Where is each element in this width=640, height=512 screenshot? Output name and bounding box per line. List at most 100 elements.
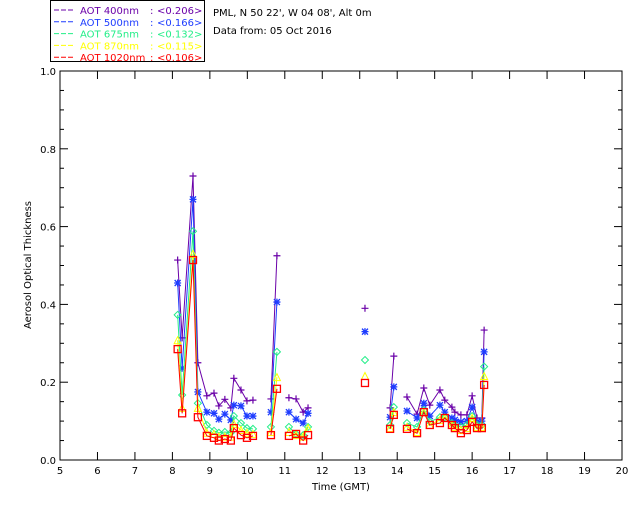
y-axis-label: Aerosol Optical Thickness [23,201,34,329]
legend-label: AOT 870nm [80,41,139,52]
asterisk-marker [267,408,275,416]
x-tick-label: 9 [207,466,213,477]
x-tick-label: 17 [503,466,516,477]
square-marker [412,429,422,438]
plus-marker [237,386,245,394]
plus-marker [203,392,211,400]
plus-marker [221,395,229,403]
diamond-marker [272,347,282,357]
triangle-marker [360,371,370,380]
plus-marker [448,403,456,411]
square-marker [435,418,445,428]
legend-mean: <0.132> [157,30,202,41]
square-marker [209,433,219,442]
square-marker [385,424,395,434]
diamond-marker [173,310,182,320]
triangle-marker [242,428,252,437]
asterisk-marker [390,383,398,391]
plus-marker [468,392,476,400]
legend-label: AOT 1020nm [80,53,145,64]
triangle-marker [385,423,395,433]
site-info: PML, N 50 22', W 04 08', Alt 0m [213,8,372,19]
asterisk-marker [292,415,300,423]
plus-marker [436,386,444,394]
x-tick-label: 19 [578,466,591,477]
plus-marker [243,397,251,405]
plus-marker [403,393,411,401]
asterisk-marker [227,416,235,424]
diamond-marker [242,423,252,433]
asterisk-marker [215,415,223,423]
date-info: Data from: 05 Oct 2016 [213,26,332,37]
plus-marker [292,395,300,403]
square-marker [450,423,460,433]
asterisk-marker [299,419,307,427]
square-marker [242,433,252,442]
square-marker [272,384,282,393]
triangle-marker [236,425,246,435]
square-marker [477,423,487,433]
x-tick-label: 16 [466,466,479,477]
plus-marker [441,396,449,404]
asterisk-marker [230,401,238,409]
legend-mean: <0.206> [157,6,202,17]
triangle-marker [402,422,412,431]
legend-colon: : [150,41,153,52]
triangle-marker [220,432,230,441]
square-marker [462,425,472,435]
plus-marker [285,394,293,402]
asterisk-marker [273,298,281,306]
asterisk-marker [178,364,186,372]
series-aot-400nm [174,172,488,422]
y-tick-label: 0.0 [40,456,56,467]
triangle-marker [173,335,182,345]
triangle-marker [248,429,258,438]
plus-marker [189,172,197,180]
legend-colon: : [150,18,153,29]
legend-mean: <0.166> [157,18,202,29]
legend-label: AOT 500nm [80,18,139,29]
square-marker [425,420,434,430]
legend-mean: <0.106> [157,53,202,64]
square-marker [299,436,308,445]
square-marker [303,430,313,440]
plus-marker [361,304,369,312]
plus-marker [451,408,459,416]
square-marker [467,417,477,427]
legend-box [50,0,205,62]
legend-colon: : [150,6,153,17]
x-tick-label: 13 [353,466,366,477]
asterisk-marker [221,410,229,418]
square-marker [173,344,182,354]
square-marker [188,255,198,265]
square-marker [193,413,203,422]
x-tick-label: 8 [169,466,175,477]
diamond-marker [303,422,313,432]
asterisk-marker [210,409,218,417]
x-tick-label: 12 [316,466,329,477]
plot-frame [59,70,623,461]
plus-marker [194,359,202,367]
y-tick-label: 0.2 [40,378,56,389]
plus-marker [273,252,281,260]
square-marker [214,436,224,445]
square-marker [229,423,238,433]
diamond-marker [389,402,399,412]
square-marker [419,408,428,417]
asterisk-marker [468,403,476,411]
triangle-marker [479,371,489,380]
square-marker [236,430,246,440]
plus-marker [480,326,488,334]
x-tick-label: 5 [57,466,63,477]
diamond-marker [440,413,449,422]
asterisk-marker [448,414,456,422]
plus-marker [420,384,428,392]
x-tick-label: 15 [428,466,441,477]
asterisk-marker [413,414,421,422]
square-marker [248,431,258,441]
y-tick-label: 1.0 [40,67,56,78]
plus-marker [457,411,465,419]
square-marker [266,430,276,440]
axes: 5 6 7 8 9 10 11 12 13 14 15 16 17 18 19 20 0.0 0.2 0.4 0.6 0… [40,67,628,477]
legend: AOT 400nm: <0.206> AOT 500nm: <0.166> AOT 67… [50,0,205,64]
